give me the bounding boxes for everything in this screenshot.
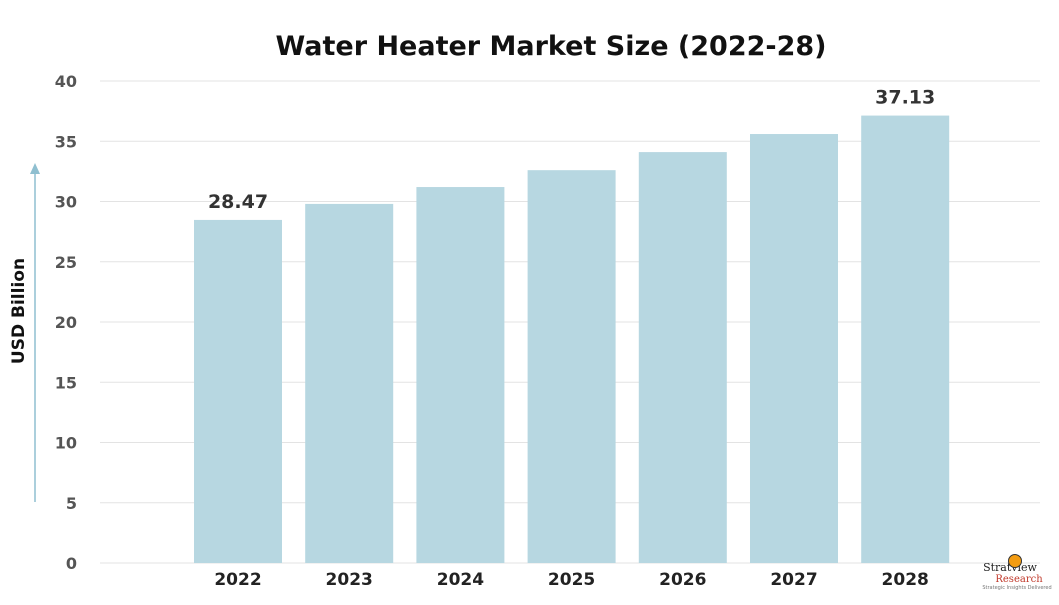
data-label-2028: 37.13	[875, 87, 935, 109]
logo-line1: Stratview	[983, 561, 1037, 574]
y-tick-label: 20	[55, 313, 77, 332]
data-labels: 28.47 37.13	[208, 87, 935, 213]
data-label-2022: 28.47	[208, 191, 268, 213]
x-tick-label: 2027	[770, 570, 817, 590]
y-tick-label: 30	[55, 193, 77, 212]
logo-tagline: Strategic Insights Delivered	[982, 585, 1052, 591]
x-tick-label: 2025	[548, 570, 595, 590]
chart-title: Water Heater Market Size (2022-28)	[275, 31, 826, 62]
logo-line2: Research	[995, 574, 1043, 585]
bar-2028	[861, 115, 950, 564]
logo-mark-icon	[1008, 554, 1022, 568]
bar-2027	[750, 134, 838, 563]
x-axis-ticks: 2022 2023 2024 2025 2026 2027 2028	[214, 570, 929, 590]
y-axis-label: USD Billion	[9, 258, 29, 364]
stratview-logo: Stratview Research Strategic Insights De…	[966, 554, 1054, 602]
y-tick-label: 10	[55, 434, 77, 453]
x-tick-label: 2026	[659, 570, 706, 590]
bar-2024	[416, 187, 505, 564]
y-axis-arrow	[30, 163, 40, 502]
bar-2026	[638, 152, 727, 563]
y-tick-label: 35	[55, 132, 77, 151]
bar-2022	[194, 219, 282, 563]
y-tick-label: 40	[55, 72, 77, 91]
x-tick-label: 2022	[214, 570, 261, 590]
x-tick-label: 2028	[882, 570, 929, 590]
x-tick-label: 2023	[326, 570, 373, 590]
y-tick-label: 5	[66, 494, 77, 513]
x-tick-label: 2024	[437, 570, 484, 590]
bars	[194, 115, 950, 564]
bar-2023	[305, 203, 394, 563]
y-tick-label: 15	[55, 373, 77, 392]
y-tick-label: 25	[55, 253, 77, 272]
y-tick-label: 0	[66, 554, 77, 573]
y-axis-ticks: 0 5 10 15 20 25 30 35 40	[55, 72, 77, 573]
bar-2025	[527, 170, 616, 564]
